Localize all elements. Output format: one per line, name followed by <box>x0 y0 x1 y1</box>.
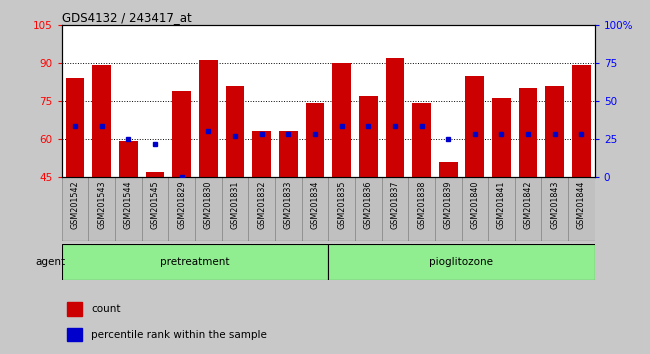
Bar <box>302 177 328 241</box>
Bar <box>306 103 324 177</box>
Text: GSM201836: GSM201836 <box>364 180 372 229</box>
Bar <box>172 91 191 177</box>
Bar <box>382 177 408 241</box>
Bar <box>465 75 484 177</box>
Bar <box>88 177 115 241</box>
Text: GSM201840: GSM201840 <box>471 180 479 229</box>
Bar <box>519 88 538 177</box>
Text: GSM201838: GSM201838 <box>417 180 426 229</box>
Text: GSM201831: GSM201831 <box>231 180 239 229</box>
Bar <box>412 103 431 177</box>
Text: agent: agent <box>35 257 65 267</box>
Bar <box>515 177 541 241</box>
Bar <box>62 177 88 241</box>
Bar <box>67 302 82 316</box>
Bar <box>92 65 111 177</box>
Text: GSM201839: GSM201839 <box>444 180 452 229</box>
Text: GSM201545: GSM201545 <box>151 180 159 229</box>
Bar <box>435 177 462 241</box>
Bar <box>66 78 84 177</box>
Text: GSM201842: GSM201842 <box>524 180 532 229</box>
Bar <box>199 60 218 177</box>
Bar <box>115 177 142 241</box>
Text: pretreatment: pretreatment <box>161 257 229 267</box>
Text: GSM201841: GSM201841 <box>497 180 506 229</box>
Bar <box>252 131 271 177</box>
Text: pioglitozone: pioglitozone <box>430 257 493 267</box>
Bar <box>385 58 404 177</box>
Bar <box>359 96 378 177</box>
Text: GDS4132 / 243417_at: GDS4132 / 243417_at <box>62 11 192 24</box>
Bar <box>488 177 515 241</box>
Bar <box>142 177 168 241</box>
Bar <box>62 244 328 280</box>
Text: GSM201844: GSM201844 <box>577 180 586 229</box>
Text: GSM201843: GSM201843 <box>551 180 559 229</box>
Bar <box>545 86 564 177</box>
Text: count: count <box>91 304 120 314</box>
Bar <box>279 131 298 177</box>
Text: GSM201837: GSM201837 <box>391 180 399 229</box>
Bar <box>168 177 195 241</box>
Bar <box>568 177 595 241</box>
Bar <box>492 98 511 177</box>
Text: GSM201544: GSM201544 <box>124 180 133 229</box>
Bar <box>226 86 244 177</box>
Bar <box>67 328 82 341</box>
Text: GSM201829: GSM201829 <box>177 180 186 229</box>
Bar <box>462 177 488 241</box>
Text: GSM201830: GSM201830 <box>204 180 213 229</box>
Bar <box>119 142 138 177</box>
Bar <box>275 177 302 241</box>
Bar <box>332 63 351 177</box>
Text: percentile rank within the sample: percentile rank within the sample <box>91 330 267 339</box>
Text: GSM201832: GSM201832 <box>257 180 266 229</box>
Bar <box>572 65 591 177</box>
Text: GSM201833: GSM201833 <box>284 180 292 229</box>
Text: GSM201543: GSM201543 <box>98 180 106 229</box>
Bar <box>248 177 275 241</box>
Text: GSM201834: GSM201834 <box>311 180 319 229</box>
Bar <box>195 177 222 241</box>
Bar <box>355 177 382 241</box>
Bar <box>146 172 164 177</box>
Bar <box>222 177 248 241</box>
Bar <box>541 177 568 241</box>
Bar <box>408 177 435 241</box>
Text: GSM201835: GSM201835 <box>337 180 346 229</box>
Bar <box>328 244 595 280</box>
Bar <box>439 162 458 177</box>
Bar <box>328 177 355 241</box>
Text: GSM201542: GSM201542 <box>71 180 79 229</box>
